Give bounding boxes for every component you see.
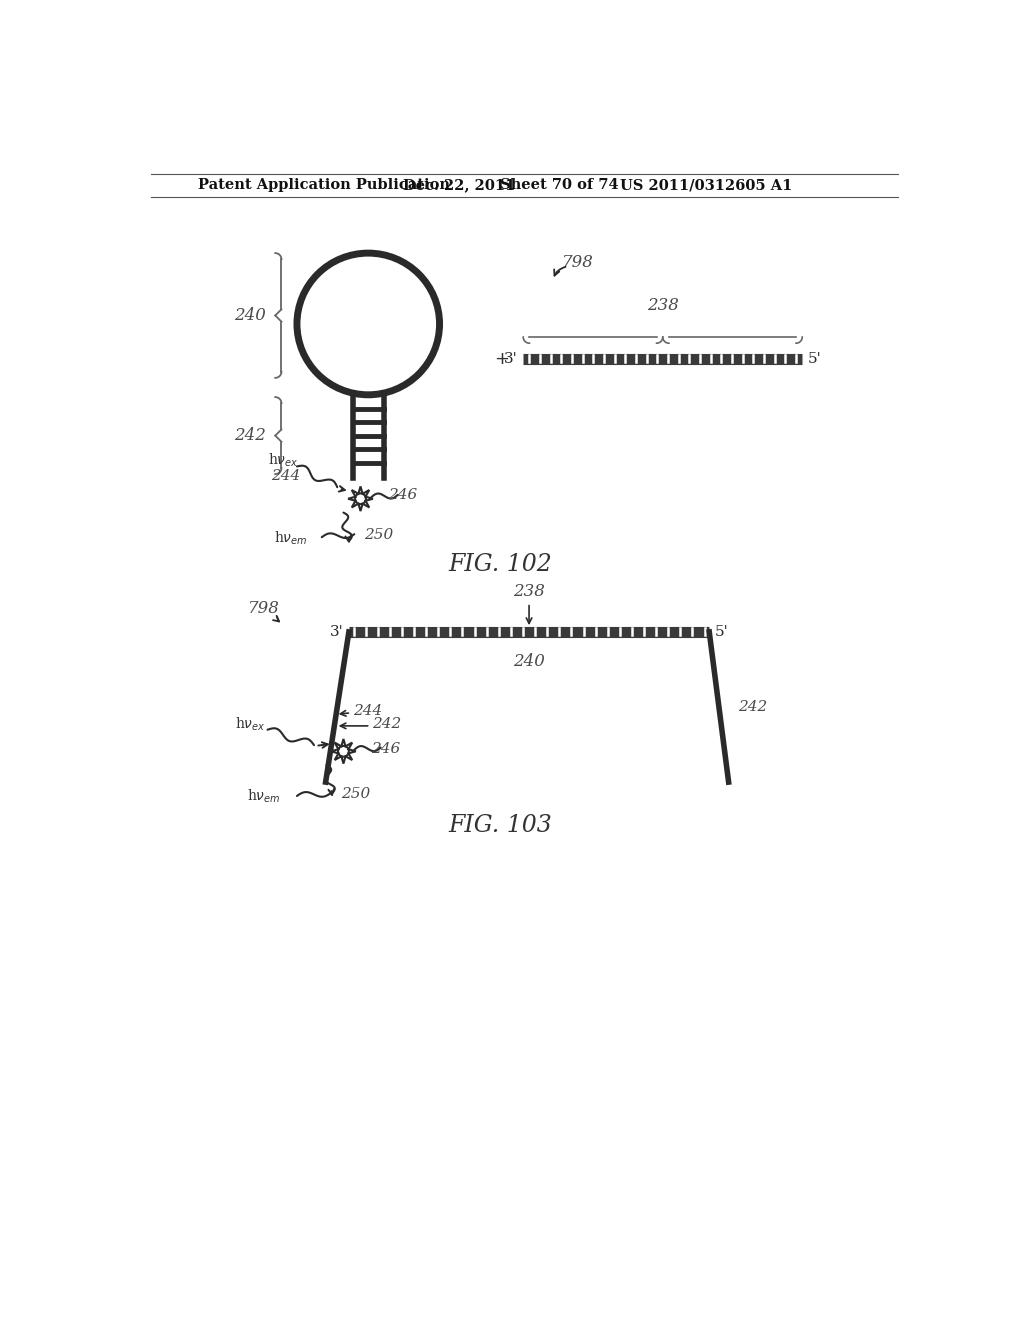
Text: h$\nu_{ex}$: h$\nu_{ex}$: [236, 715, 265, 733]
Text: 250: 250: [341, 787, 371, 801]
Text: 246: 246: [388, 488, 417, 502]
Text: Patent Application Publication: Patent Application Publication: [198, 178, 450, 193]
Text: 5': 5': [715, 624, 728, 639]
Text: FIG. 103: FIG. 103: [449, 814, 552, 837]
Text: 240: 240: [513, 652, 545, 669]
Text: 242: 242: [372, 717, 401, 731]
Text: 240: 240: [234, 308, 266, 323]
Text: 3': 3': [504, 351, 518, 366]
Text: +: +: [494, 350, 509, 367]
Text: 246: 246: [371, 742, 399, 756]
Text: 3': 3': [330, 624, 343, 639]
Text: h$\nu_{em}$: h$\nu_{em}$: [274, 529, 307, 546]
Text: 238: 238: [513, 582, 545, 599]
Text: Dec. 22, 2011: Dec. 22, 2011: [403, 178, 515, 193]
Text: 5': 5': [808, 351, 821, 366]
Text: 242: 242: [738, 700, 767, 714]
Text: 250: 250: [365, 528, 393, 543]
Text: 244: 244: [271, 469, 301, 483]
Text: US 2011/0312605 A1: US 2011/0312605 A1: [621, 178, 793, 193]
Text: 798: 798: [248, 601, 280, 618]
Text: FIG. 102: FIG. 102: [449, 553, 552, 576]
Text: 242: 242: [234, 428, 266, 444]
Text: h$\nu_{ex}$: h$\nu_{ex}$: [267, 451, 298, 469]
Text: Sheet 70 of 74: Sheet 70 of 74: [500, 178, 618, 193]
Text: h$\nu_{em}$: h$\nu_{em}$: [247, 787, 281, 805]
Text: 798: 798: [562, 253, 594, 271]
Text: 238: 238: [647, 297, 679, 314]
Text: 244: 244: [352, 705, 382, 718]
